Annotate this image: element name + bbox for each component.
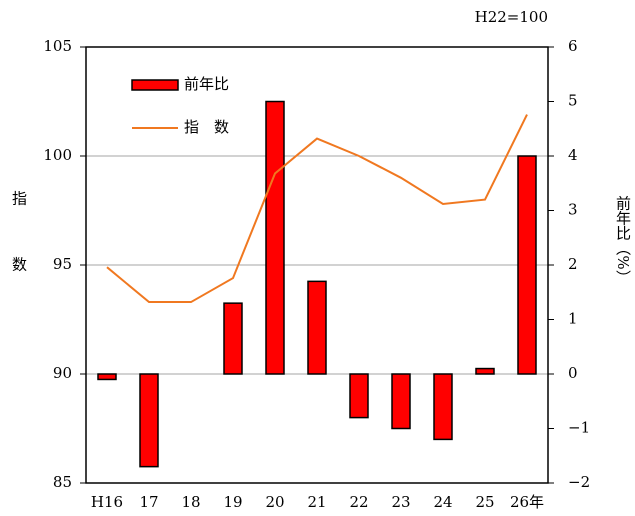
y2-tick-label: 5	[568, 92, 578, 110]
bar	[433, 373, 453, 441]
y2-tick-label: −1	[568, 419, 590, 437]
y2-tick-label: 1	[568, 310, 578, 328]
y-tick-label: 85	[53, 473, 72, 491]
x-tick-label: 22	[349, 493, 368, 511]
line-series	[106, 114, 528, 304]
x-tick-label: 18	[181, 493, 200, 511]
x-tick-label: 19	[223, 493, 242, 511]
bar	[223, 302, 243, 375]
bar	[391, 373, 411, 430]
y-tick-label: 95	[53, 255, 72, 273]
y2-axis-label: 前年比（%）	[614, 195, 632, 284]
bar	[307, 280, 327, 375]
x-tick-label: 24	[433, 493, 452, 511]
legend-label: 指 数	[184, 118, 229, 136]
bar	[517, 155, 537, 375]
y2-tick-label: −2	[568, 473, 590, 491]
legend-label: 前年比	[184, 75, 229, 93]
x-tick-label: 21	[307, 493, 326, 511]
y-tick-label: 105	[43, 37, 72, 55]
bar	[475, 367, 495, 375]
bar	[349, 373, 369, 419]
x-tick-label: 25	[475, 493, 494, 511]
x-tick-label: H16	[91, 493, 123, 511]
y2-tick-label: 2	[568, 255, 578, 273]
x-tick-label: 17	[139, 493, 158, 511]
legend-swatch	[131, 79, 179, 91]
y2-tick-label: 4	[568, 146, 578, 164]
y-tick-label: 90	[53, 364, 72, 382]
y-tick-label: 100	[43, 146, 72, 164]
y2-tick-label: 3	[568, 201, 578, 219]
bar	[97, 373, 117, 381]
plot-frame	[85, 46, 549, 484]
x-tick-label: 26年	[510, 493, 544, 511]
x-tick-label: 23	[391, 493, 410, 511]
y2-tick-label: 6	[568, 37, 578, 55]
bar	[139, 373, 159, 468]
y2-tick-label: 0	[568, 364, 578, 382]
x-tick-label: 20	[265, 493, 284, 511]
bar	[265, 100, 285, 375]
y-axis-label: 指 数	[10, 191, 28, 290]
index-base-note: H22=100	[475, 8, 548, 26]
